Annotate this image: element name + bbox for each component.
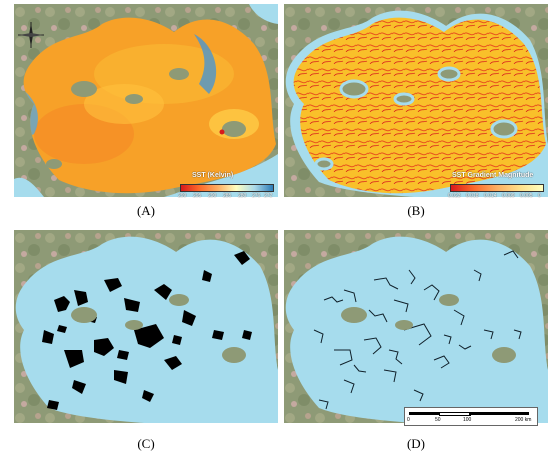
legend-sst-tick: 299 (178, 193, 187, 199)
legend-gradient-title: SST Gradient Magnitude (452, 172, 534, 179)
legend-gradient-colorbar (450, 184, 544, 192)
legend-sst-tick: 290 (208, 193, 217, 199)
legend-sst-tick: 276 (252, 193, 261, 199)
legend-sst: SST (Kelvin) 299 295 290 285 280 276 272 (178, 172, 274, 200)
legend-sst-tick: 280 (238, 193, 247, 199)
panel-c-front-map (14, 230, 278, 423)
north-arrow-icon (18, 22, 44, 48)
scale-bar: 0 50 100 200 km (404, 407, 538, 426)
legend-sst-tick: 272 (264, 193, 273, 199)
caption-c: (C) (137, 436, 155, 451)
scale-bar-segment (439, 412, 471, 416)
caption-b: (B) (407, 203, 425, 218)
scale-bar-tick: 50 (435, 417, 441, 423)
panel-a-sst-map (14, 4, 278, 197)
scale-bar-segment (409, 412, 439, 415)
scale-bar-tick: 0 (407, 417, 410, 423)
legend-gradient-tick: 0 (538, 193, 541, 199)
panel-b-gradient-map (284, 4, 548, 197)
scale-bar-tick: 200 km (515, 417, 532, 423)
caption-a: (A) (136, 203, 156, 218)
legend-gradient-tick: 0.009 (502, 193, 515, 199)
legend-sst-tick: 285 (223, 193, 232, 199)
legend-sst-title: SST (Kelvin) (192, 172, 234, 179)
legend-gradient-tick: 0.018 (466, 193, 479, 199)
legend-gradient-tick: 0.005 (520, 193, 533, 199)
legend-gradient-tick: 0.014 (484, 193, 497, 199)
legend-gradient: SST Gradient Magnitude 0.023 0.018 0.014… (448, 172, 546, 200)
legend-gradient-tick: 0.023 (448, 193, 461, 199)
panel-d-front-lines-map (284, 230, 548, 423)
caption-d: (D) (406, 436, 426, 451)
legend-sst-colorbar (180, 184, 274, 192)
legend-sst-tick: 295 (193, 193, 202, 199)
scale-bar-tick: 100 (463, 417, 472, 423)
scale-bar-segment (469, 412, 529, 415)
